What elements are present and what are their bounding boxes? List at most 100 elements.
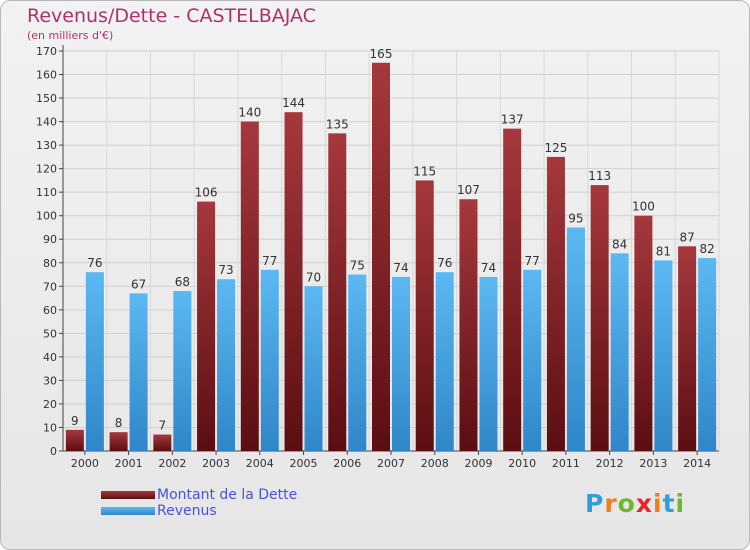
y-tick-label-0: 0 <box>50 445 57 458</box>
value-label-dette-2002: 7 <box>159 419 167 433</box>
bar-revenus-2004 <box>260 269 279 451</box>
bar-revenus-2008 <box>435 272 454 451</box>
y-tick-label-90: 90 <box>43 233 57 246</box>
y-tick-label-30: 30 <box>43 374 57 387</box>
y-tick-label-160: 160 <box>36 69 57 82</box>
bar-revenus-2012 <box>610 253 629 451</box>
value-label-dette-2014: 87 <box>679 230 694 244</box>
logo-letter: i <box>653 489 663 518</box>
bar-revenus-2014 <box>698 258 717 451</box>
value-label-revenus-2001: 67 <box>131 277 146 291</box>
value-label-revenus-2013: 81 <box>656 244 671 258</box>
x-tick-label-2013: 2013 <box>639 457 667 470</box>
value-label-revenus-2006: 75 <box>350 259 365 273</box>
legend-item-revenus: Revenus <box>101 503 297 519</box>
y-tick-label-10: 10 <box>43 421 57 434</box>
value-label-dette-2005: 144 <box>282 96 305 110</box>
x-tick-label-2000: 2000 <box>71 457 99 470</box>
value-label-revenus-2003: 73 <box>218 263 233 277</box>
bar-dette-2014 <box>678 246 697 451</box>
value-label-dette-2012: 113 <box>588 169 611 183</box>
logo-letter: x <box>635 489 653 518</box>
value-label-revenus-2011: 95 <box>568 211 583 225</box>
value-label-revenus-2004: 77 <box>262 254 277 268</box>
bar-dette-2009 <box>459 199 478 451</box>
legend-label-revenus: Revenus <box>157 503 217 519</box>
bar-revenus-2002 <box>173 291 192 451</box>
bar-dette-2011 <box>546 156 565 451</box>
bar-revenus-2003 <box>217 279 236 451</box>
legend-label-dette: Montant de la Dette <box>157 487 298 503</box>
chart-title: Revenus/Dette - CASTELBAJAC <box>27 5 316 27</box>
x-tick-label-2003: 2003 <box>202 457 230 470</box>
axes: 0 10 20 30 40 50 60 70 80 90 100 110 120 130 140 150 160… <box>36 45 719 470</box>
y-tick-label-70: 70 <box>43 280 57 293</box>
y-tick-label-60: 60 <box>43 304 57 317</box>
value-label-revenus-2012: 84 <box>612 237 627 251</box>
x-tick-label-2006: 2006 <box>333 457 361 470</box>
x-tick-label-2002: 2002 <box>158 457 186 470</box>
gridlines <box>62 50 720 452</box>
y-tick-label-110: 110 <box>36 186 57 199</box>
proxiti-logo: Proxiti <box>585 489 685 518</box>
value-label-revenus-2010: 77 <box>525 254 540 268</box>
y-tick-label-100: 100 <box>36 210 57 223</box>
value-label-revenus-2009: 74 <box>481 261 496 275</box>
x-tick-label-2014: 2014 <box>683 457 711 470</box>
logo-letter: o <box>617 489 636 518</box>
y-tick-label-150: 150 <box>36 92 57 105</box>
legend-item-dette: Montant de la Dette <box>101 487 297 503</box>
x-tick-label-2010: 2010 <box>508 457 536 470</box>
value-label-dette-2008: 115 <box>413 164 436 178</box>
value-label-dette-2001: 8 <box>115 416 123 430</box>
bar-revenus-2009 <box>479 276 498 451</box>
y-tick-label-20: 20 <box>43 398 57 411</box>
labels: 9768677681067314077144701357516574115761… <box>71 47 715 433</box>
bar-dette-2004 <box>240 121 259 452</box>
value-label-revenus-2000: 76 <box>87 256 102 270</box>
bar-revenus-2005 <box>304 286 323 451</box>
value-label-revenus-2014: 82 <box>699 242 714 256</box>
value-label-dette-2011: 125 <box>544 141 567 155</box>
legend-swatch-revenus <box>101 507 155 515</box>
value-label-revenus-2008: 76 <box>437 256 452 270</box>
value-label-dette-2009: 107 <box>457 183 480 197</box>
logo-letter: P <box>585 489 605 518</box>
x-tick-label-2001: 2001 <box>115 457 143 470</box>
legend: Montant de la Dette Revenus <box>101 487 297 519</box>
x-tick-label-2011: 2011 <box>552 457 580 470</box>
bar-dette-2013 <box>634 215 653 451</box>
logo-letter: r <box>604 489 618 518</box>
logo-letter: i <box>675 489 686 518</box>
value-label-dette-2006: 135 <box>326 117 349 131</box>
bar-dette-2000 <box>65 429 84 451</box>
bar-revenus-2000 <box>85 272 104 451</box>
value-label-dette-2000: 9 <box>71 414 79 428</box>
bar-dette-2007 <box>372 62 390 451</box>
x-tick-label-2008: 2008 <box>421 457 449 470</box>
y-tick-label-130: 130 <box>36 139 57 152</box>
bar-dette-2008 <box>415 180 434 452</box>
y-tick-label-170: 170 <box>36 45 57 58</box>
bar-revenus-2001 <box>129 293 148 451</box>
bar-dette-2002 <box>153 434 172 451</box>
value-label-revenus-2005: 70 <box>306 270 321 284</box>
value-label-dette-2004: 140 <box>238 106 261 120</box>
bar-revenus-2013 <box>654 260 673 451</box>
x-tick-label-2005: 2005 <box>290 457 318 470</box>
bar-dette-2012 <box>590 185 609 451</box>
value-label-revenus-2002: 68 <box>175 275 190 289</box>
x-tick-label-2012: 2012 <box>596 457 624 470</box>
y-tick-label-140: 140 <box>36 116 57 129</box>
y-tick-label-120: 120 <box>36 163 57 176</box>
bar-revenus-2006 <box>348 274 367 451</box>
bar-dette-2001 <box>109 432 128 451</box>
bar-revenus-2011 <box>566 227 585 451</box>
x-tick-label-2009: 2009 <box>464 457 492 470</box>
bar-dette-2006 <box>328 133 347 451</box>
value-label-dette-2013: 100 <box>632 200 655 214</box>
bar-revenus-2007 <box>392 276 410 451</box>
x-tick-label-2004: 2004 <box>246 457 274 470</box>
